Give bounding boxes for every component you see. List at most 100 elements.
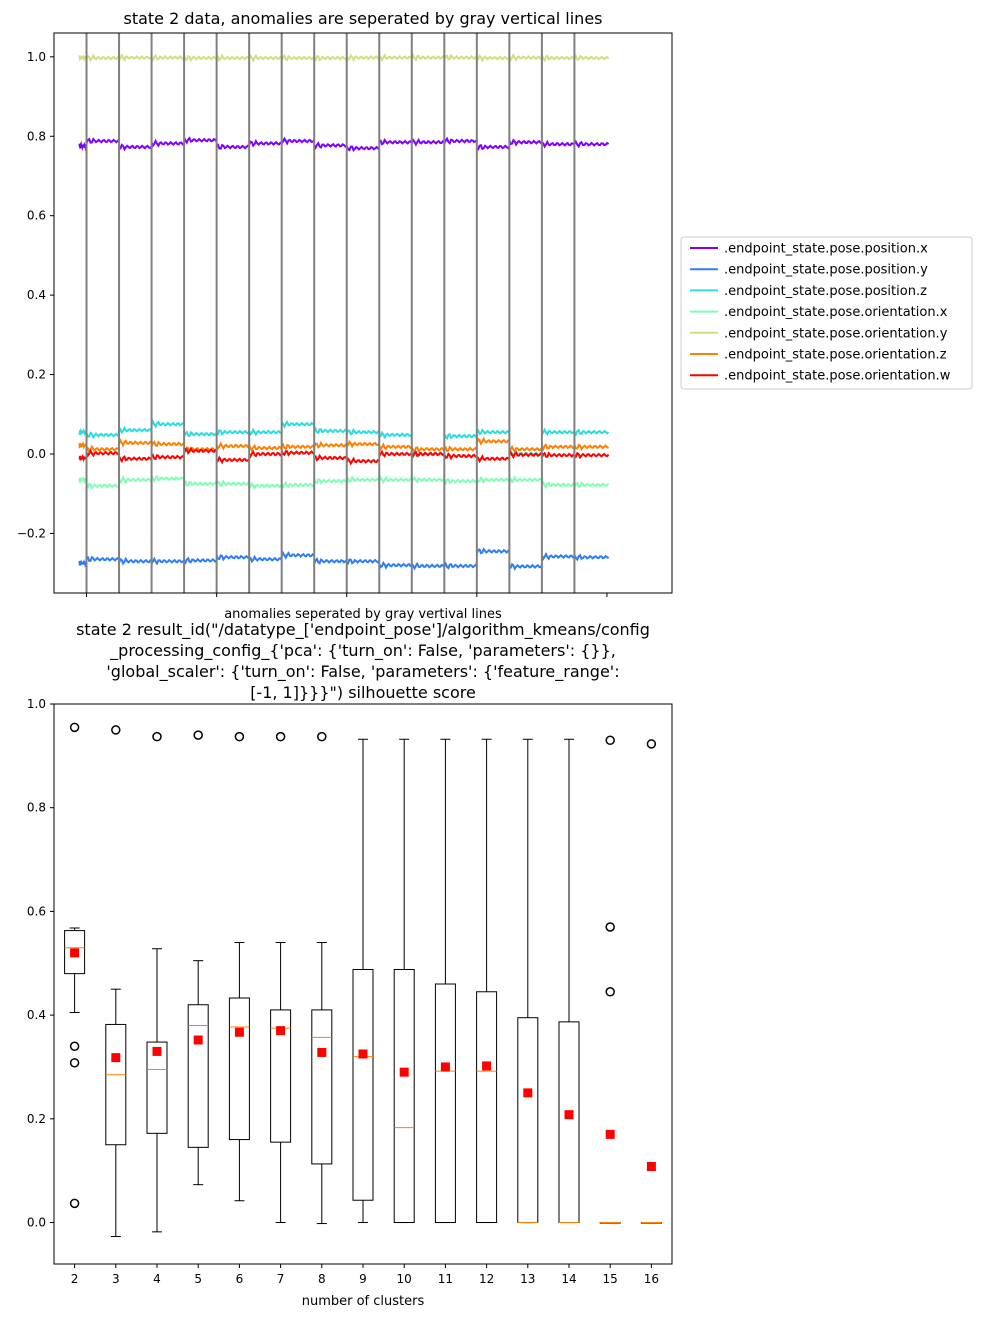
- series-1-segment-4: [150, 138, 185, 148]
- series-3-segment-2: [85, 431, 120, 440]
- iqr-box: [311, 1009, 333, 1165]
- series-7-segment-17: [574, 451, 610, 460]
- iqr-box: [270, 1009, 292, 1143]
- bottom-x-tick-label: 16: [644, 1272, 659, 1286]
- series-5-segment-17: [573, 54, 610, 61]
- legend-label: .endpoint_state.pose.position.z: [724, 284, 927, 299]
- series-7-segment-8: [280, 450, 315, 457]
- series-7-segment-14: [476, 454, 511, 464]
- series-1-segment-17: [573, 139, 610, 149]
- box-cluster-16: [640, 739, 662, 1224]
- outlier-point: [69, 1198, 80, 1209]
- iqr-box: [64, 930, 86, 975]
- series-7: [78, 446, 610, 466]
- bottom-x-tick-label: 11: [438, 1272, 453, 1286]
- series-4-segment-6: [215, 479, 250, 488]
- series-1-segment-13: [443, 136, 478, 146]
- series-6-segment-17: [573, 443, 609, 452]
- bottom-title-line-4: [-1, 1]}}}") silhouette score: [250, 683, 476, 702]
- bottom-y-tick-label: 1.0: [27, 697, 46, 711]
- bottom-x-tick-label: 9: [359, 1272, 367, 1286]
- iqr-box: [352, 968, 374, 1201]
- series-7-segment-7: [248, 449, 283, 459]
- series-2-segment-7: [248, 554, 283, 564]
- series-5-segment-7: [248, 53, 283, 63]
- series-2-segment-3: [118, 556, 152, 566]
- series-1: [78, 136, 610, 153]
- series-4: [78, 474, 610, 491]
- series-5-segment-10: [345, 53, 380, 63]
- series-6-segment-7: [248, 443, 283, 453]
- mean-marker: [70, 948, 80, 958]
- series-5-segment-1: [78, 54, 88, 63]
- legend-label: .endpoint_state.pose.orientation.y: [724, 326, 948, 341]
- box-cluster-10: [393, 738, 415, 1224]
- series-7-segment-13: [443, 452, 478, 461]
- series-7-segment-9: [314, 453, 348, 462]
- box-cluster-11: [434, 738, 456, 1224]
- bottom-title-line-1: state 2 result_id("/datatype_['endpoint_…: [76, 620, 650, 640]
- mean-marker: [193, 1035, 203, 1045]
- bottom-x-tick-label: 4: [153, 1272, 161, 1286]
- top-y-tick-label: 0.4: [27, 288, 46, 302]
- iqr-box: [228, 997, 250, 1141]
- bottom-title-line-2: _processing_config_{'pca': {'turn_on': F…: [109, 641, 616, 661]
- series-7-segment-16: [540, 451, 576, 458]
- series-2-segment-10: [346, 558, 381, 565]
- series-2-segment-1: [78, 559, 88, 568]
- iqr-box: [434, 983, 456, 1224]
- series-3-segment-8: [280, 420, 315, 429]
- legend-label: .endpoint_state.pose.orientation.w: [724, 369, 951, 384]
- series-4-segment-12: [410, 475, 446, 484]
- series-4-segment-14: [475, 475, 510, 485]
- bottom-x-tick-label: 3: [112, 1272, 120, 1286]
- series-6-segment-8: [280, 442, 315, 451]
- legend: .endpoint_state.pose.position.x .endpoint…: [680, 236, 973, 390]
- box-cluster-8: [311, 731, 333, 1225]
- series-5-segment-11: [378, 53, 413, 63]
- outlier-point: [317, 731, 327, 742]
- series-5-segment-2: [85, 53, 120, 63]
- series-3-segment-9: [313, 426, 348, 435]
- top-y-tick-label: 0.6: [27, 209, 46, 223]
- mean-marker: [111, 1053, 121, 1063]
- bottom-y-tick-label: 0.8: [27, 801, 46, 815]
- outlier-point: [152, 731, 162, 742]
- series-2-segment-4: [150, 556, 185, 566]
- box-cluster-15: [599, 735, 621, 1224]
- bottom-x-tick-label: 8: [318, 1272, 326, 1286]
- box-cluster-12: [476, 738, 498, 1224]
- series-7-segment-10: [345, 456, 380, 466]
- bottom-x-axis: 2 3 4 5 6 7 8 9 10 11 12 13 14 15 16: [71, 1264, 659, 1286]
- series-1-segment-5: [183, 136, 218, 145]
- series-6-segment-11: [378, 442, 413, 452]
- bottom-y-tick-label: 0.0: [27, 1216, 46, 1230]
- bottom-x-axis-label: number of clusters: [302, 1294, 425, 1309]
- bottom-x-tick-label: 15: [603, 1272, 618, 1286]
- box-plot-area: [64, 722, 662, 1238]
- series-7-segment-5: [183, 446, 217, 455]
- series-2-segment-12: [410, 561, 446, 571]
- mean-marker: [440, 1062, 450, 1072]
- bottom-title-line-3: 'global_scaler': {'turn_on': False, 'par…: [106, 662, 619, 682]
- series-7-segment-4: [150, 453, 185, 461]
- series-4-segment-11: [378, 475, 413, 485]
- iqr-box: [146, 1041, 168, 1134]
- series-1-segment-11: [379, 137, 413, 146]
- series-2-segment-15: [509, 562, 543, 571]
- series-5-segment-9: [313, 55, 348, 62]
- outlier-point: [111, 725, 121, 735]
- series-2-segment-9: [313, 557, 348, 565]
- silhouette-score-chart: state 2 result_id("/datatype_['endpoint_…: [27, 620, 673, 1309]
- series-1-segment-7: [248, 138, 282, 148]
- mean-marker: [482, 1061, 492, 1071]
- mean-marker: [276, 1026, 286, 1036]
- series-1-segment-16: [541, 139, 576, 149]
- box-cluster-14: [558, 738, 580, 1224]
- series-3-segment-10: [345, 427, 380, 436]
- series-7-segment-15: [508, 450, 543, 460]
- series-5-segment-14: [476, 54, 511, 63]
- iqr-box: [517, 1017, 539, 1224]
- series-1-segment-3: [118, 143, 153, 152]
